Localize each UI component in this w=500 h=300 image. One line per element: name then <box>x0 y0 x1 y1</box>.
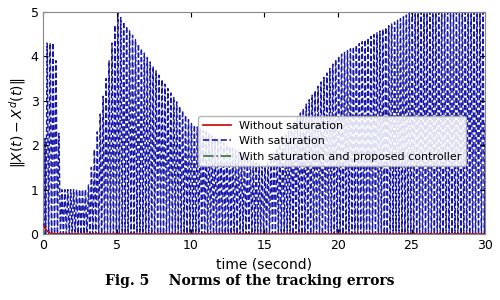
Without saturation <box>178 232 184 236</box>
With saturation <box>341 133 347 137</box>
With saturation <box>482 121 488 125</box>
Legend: Without saturation, With saturation, With saturation and proposed controller: Without saturation, With saturation, Wit… <box>198 116 466 166</box>
Without saturation <box>436 232 442 236</box>
Line: With saturation and proposed controller: With saturation and proposed controller <box>44 226 485 234</box>
With saturation and proposed controller <box>352 232 358 236</box>
With saturation <box>409 10 415 14</box>
Y-axis label: $\|X(t) - X^d(t)\|$: $\|X(t) - X^d(t)\|$ <box>7 78 28 168</box>
With saturation and proposed controller <box>312 232 318 236</box>
With saturation <box>436 71 442 74</box>
With saturation <box>178 185 184 189</box>
With saturation and proposed controller <box>482 232 488 236</box>
Without saturation <box>208 232 214 236</box>
Without saturation <box>482 232 488 236</box>
Line: With saturation: With saturation <box>44 12 485 234</box>
With saturation and proposed controller <box>178 232 184 236</box>
Without saturation <box>312 232 318 236</box>
Text: Fig. 5    Norms of the tracking errors: Fig. 5 Norms of the tracking errors <box>105 274 395 288</box>
With saturation <box>352 219 358 223</box>
Line: Without saturation: Without saturation <box>44 224 485 234</box>
Without saturation <box>341 232 347 236</box>
With saturation <box>312 95 318 99</box>
With saturation <box>40 232 46 236</box>
With saturation <box>208 205 214 209</box>
Without saturation <box>40 222 46 226</box>
With saturation and proposed controller <box>436 232 442 236</box>
Without saturation <box>352 232 358 236</box>
With saturation and proposed controller <box>341 232 347 236</box>
With saturation and proposed controller <box>208 232 214 236</box>
X-axis label: time (second): time (second) <box>216 257 312 272</box>
With saturation and proposed controller <box>40 224 46 228</box>
